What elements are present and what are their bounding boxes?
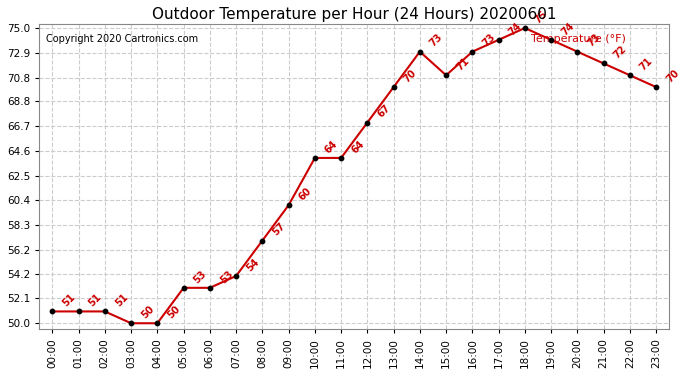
Text: 73: 73 [428, 32, 445, 49]
Text: 53: 53 [192, 268, 208, 285]
Text: Copyright 2020 Cartronics.com: Copyright 2020 Cartronics.com [46, 34, 197, 44]
Point [283, 202, 294, 208]
Point [441, 72, 452, 78]
Text: 72: 72 [612, 44, 629, 61]
Text: 50: 50 [166, 304, 182, 321]
Point [309, 155, 320, 161]
Text: 51: 51 [113, 292, 130, 309]
Point [73, 309, 84, 315]
Point [126, 320, 137, 326]
Point [204, 285, 215, 291]
Text: 73: 73 [481, 32, 497, 49]
Point [414, 49, 425, 55]
Point [546, 37, 557, 43]
Point [493, 37, 504, 43]
Text: 75: 75 [533, 9, 550, 25]
Point [520, 25, 531, 31]
Text: 50: 50 [139, 304, 156, 321]
Point [362, 120, 373, 126]
Point [99, 309, 110, 315]
Title: Outdoor Temperature per Hour (24 Hours) 20200601: Outdoor Temperature per Hour (24 Hours) … [152, 7, 556, 22]
Text: 71: 71 [455, 56, 471, 72]
Text: 70: 70 [402, 68, 419, 84]
Point [388, 84, 399, 90]
Text: 53: 53 [218, 268, 235, 285]
Text: 51: 51 [61, 292, 77, 309]
Point [651, 84, 662, 90]
Point [178, 285, 189, 291]
Text: 70: 70 [664, 68, 681, 84]
Point [230, 273, 241, 279]
Text: 67: 67 [375, 103, 393, 120]
Text: Temperature (°F): Temperature (°F) [531, 34, 626, 44]
Text: 57: 57 [270, 221, 287, 238]
Point [257, 238, 268, 244]
Point [467, 49, 478, 55]
Point [624, 72, 635, 78]
Point [572, 49, 583, 55]
Text: 73: 73 [586, 32, 602, 49]
Text: 51: 51 [87, 292, 104, 309]
Text: 64: 64 [349, 138, 366, 155]
Text: 54: 54 [244, 256, 261, 273]
Point [152, 320, 163, 326]
Point [598, 60, 609, 66]
Text: 60: 60 [297, 186, 313, 202]
Text: 64: 64 [323, 138, 339, 155]
Point [335, 155, 346, 161]
Text: 74: 74 [507, 21, 524, 37]
Text: 74: 74 [560, 21, 576, 37]
Text: 71: 71 [638, 56, 655, 72]
Point [47, 309, 58, 315]
